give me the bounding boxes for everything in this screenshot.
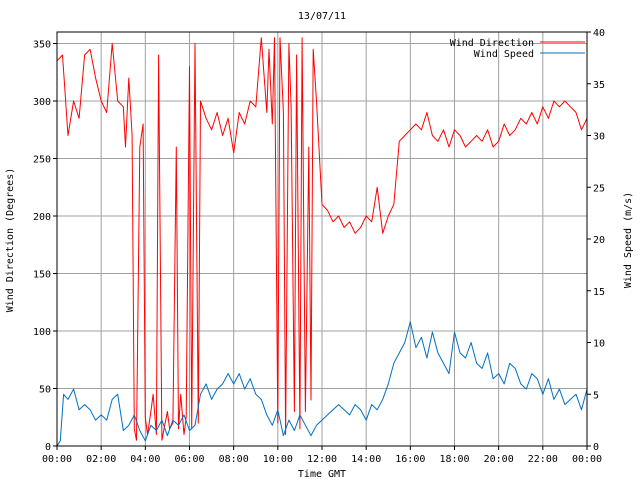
- left-tick-label: 200: [33, 212, 51, 223]
- series-layer: [56, 37, 588, 447]
- legend-label-wind-speed: Wind Speed: [474, 49, 534, 60]
- legend: Wind Direction Wind Speed: [450, 38, 585, 60]
- left-tick-label: 350: [33, 40, 51, 51]
- right-tick-label: 30: [593, 132, 605, 143]
- chart-title: 13/07/11: [298, 11, 346, 22]
- x-tick-label: 00:00: [572, 454, 602, 465]
- right-tick-label: 35: [593, 80, 605, 91]
- x-tick-label: 06:00: [174, 454, 204, 465]
- left-tick-label: 0: [45, 442, 51, 453]
- x-tick-label: 10:00: [263, 454, 293, 465]
- x-tick-label: 12:00: [307, 454, 337, 465]
- series-line-wind-speed: [56, 321, 588, 447]
- left-axis-label: Wind Direction (Degrees): [5, 168, 16, 313]
- left-tick-label: 150: [33, 270, 51, 281]
- right-axis-ticks: 0 5 10 15 20 25 30 35 40: [587, 28, 605, 453]
- left-tick-label: 50: [39, 385, 51, 396]
- left-tick-label: 250: [33, 155, 51, 166]
- x-tick-label: 16:00: [395, 454, 425, 465]
- right-tick-label: 25: [593, 183, 605, 194]
- left-tick-label: 100: [33, 327, 51, 338]
- x-tick-label: 20:00: [484, 454, 514, 465]
- x-tick-label: 18:00: [439, 454, 469, 465]
- x-tick-label: 00:00: [42, 454, 72, 465]
- x-tick-label: 22:00: [528, 454, 558, 465]
- right-tick-label: 0: [593, 442, 599, 453]
- x-tick-label: 08:00: [219, 454, 249, 465]
- right-tick-label: 20: [593, 235, 605, 246]
- right-tick-label: 5: [593, 390, 599, 401]
- x-axis-label: Time GMT: [298, 469, 346, 480]
- left-tick-label: 300: [33, 97, 51, 108]
- x-tick-label: 02:00: [86, 454, 116, 465]
- x-axis-ticks: 00:00 02:00 04:00 06:00 08:00 10:00 12:00 14:00…: [42, 446, 602, 465]
- legend-label-wind-direction: Wind Direction: [450, 38, 534, 49]
- grid: [57, 32, 587, 446]
- x-tick-label: 14:00: [351, 454, 381, 465]
- series-line-wind-direction: [56, 37, 588, 441]
- right-tick-label: 15: [593, 287, 605, 298]
- right-tick-label: 40: [593, 28, 605, 39]
- left-axis-ticks: 0 50 100 150 200 250 300 350: [33, 40, 57, 453]
- right-axis-label: Wind Speed (m/s): [623, 192, 634, 288]
- x-tick-label: 04:00: [130, 454, 160, 465]
- right-tick-label: 10: [593, 339, 605, 350]
